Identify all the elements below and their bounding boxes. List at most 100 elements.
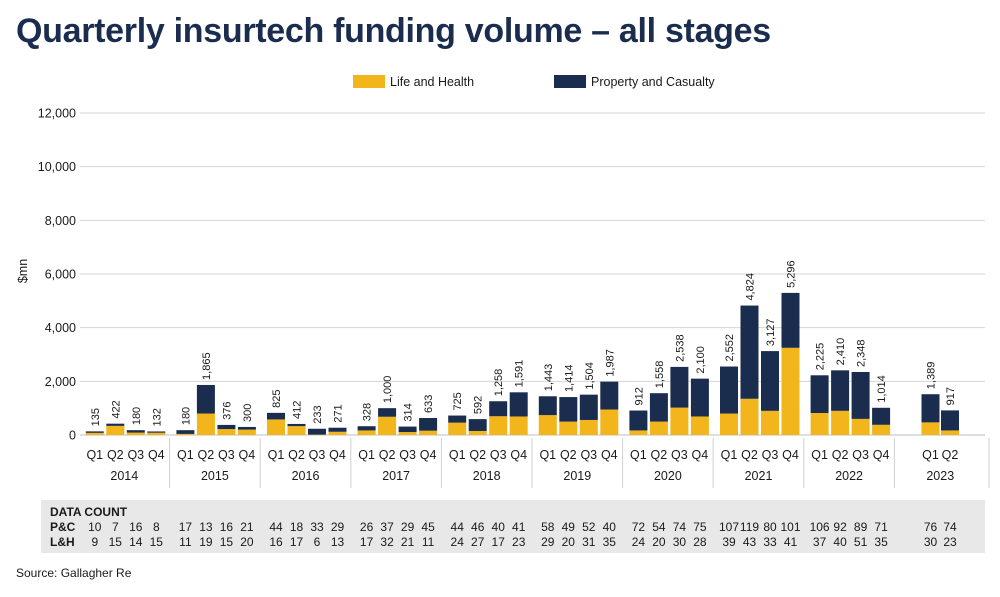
bar-life-health-2023-Q2	[941, 430, 959, 435]
data-count-lh-value: 30	[673, 535, 687, 549]
y-axis-label: $mn	[16, 259, 30, 283]
bar-property-casualty-2014-Q2	[106, 423, 125, 426]
quarter-label: Q1	[811, 448, 828, 462]
bar-total-label: 633	[423, 395, 435, 413]
quarter-label: Q1	[358, 448, 375, 462]
data-count-pc-value: 45	[421, 520, 435, 534]
data-count-lh-value: 27	[471, 535, 485, 549]
bar-life-health-2020-Q4	[690, 416, 709, 435]
quarter-label: Q1	[721, 448, 738, 462]
bar-property-casualty-2015-Q1	[176, 430, 195, 434]
bar-property-casualty-2019-Q2	[559, 397, 578, 422]
bar-total-label: 592	[473, 396, 485, 414]
data-count-pc-value: 49	[562, 520, 576, 534]
data-count-pc-value: 13	[199, 520, 213, 534]
year-label: 2015	[201, 469, 229, 483]
bar-property-casualty-2020-Q2	[649, 393, 668, 422]
bar-property-casualty-2020-Q3	[670, 366, 689, 408]
bar-property-casualty-2015-Q4	[237, 426, 256, 430]
bar-life-health-2015-Q4	[237, 429, 256, 435]
bar-property-casualty-2014-Q3	[126, 430, 145, 433]
bar-property-casualty-2017-Q4	[419, 418, 438, 431]
data-count-pc-value: 72	[632, 520, 646, 534]
data-count-panel	[41, 500, 985, 553]
bar-property-casualty-2015-Q3	[217, 424, 236, 430]
quarter-label: Q2	[560, 448, 577, 462]
bar-property-casualty-2023-Q2	[941, 410, 959, 431]
bar-life-health-2018-Q3	[489, 416, 508, 435]
bar-property-casualty-2015-Q2	[196, 384, 215, 414]
bar-life-health-2017-Q4	[419, 430, 438, 435]
bar-property-casualty-2016-Q3	[308, 428, 326, 435]
data-count-lh-value: 37	[813, 535, 827, 549]
data-count-pc-value: 16	[220, 520, 234, 534]
legend-swatch-life-health	[353, 75, 385, 88]
bar-life-health-2021-Q3	[761, 410, 779, 435]
data-count-row-label: P&C	[50, 520, 76, 534]
data-count-pc-value: 18	[290, 520, 304, 534]
bar-life-health-2016-Q4	[328, 431, 347, 435]
bar-property-casualty-2016-Q2	[287, 423, 306, 427]
bar-life-health-2014-Q4	[147, 432, 166, 435]
data-count-pc-value: 10	[88, 520, 102, 534]
data-count-pc-value: 44	[269, 520, 283, 534]
data-count-pc-value: 37	[380, 520, 394, 534]
bar-total-label: 271	[333, 404, 345, 422]
bar-total-label: 2,552	[724, 334, 736, 362]
bar-property-casualty-2018-Q2	[468, 419, 487, 431]
data-count-lh-value: 20	[652, 535, 666, 549]
bar-property-casualty-2021-Q4	[781, 292, 800, 348]
bar-property-casualty-2017-Q2	[378, 408, 397, 417]
bar-life-health-2015-Q1	[176, 433, 195, 435]
data-count-pc-value: 76	[924, 520, 938, 534]
bar-property-casualty-2018-Q1	[448, 415, 467, 423]
quarter-label: Q1	[922, 448, 939, 462]
bar-life-health-2015-Q2	[196, 413, 215, 435]
quarter-label: Q2	[107, 448, 124, 462]
quarter-label: Q4	[782, 448, 799, 462]
bar-property-casualty-2019-Q1	[538, 396, 557, 416]
data-count-pc-value: 29	[331, 520, 345, 534]
data-count-lh-value: 9	[91, 535, 98, 549]
quarter-label: Q1	[86, 448, 103, 462]
data-count-pc-value: 17	[179, 520, 193, 534]
year-label: 2022	[835, 469, 863, 483]
data-count-lh-value: 16	[269, 535, 283, 549]
bar-total-label: 4,824	[745, 273, 757, 301]
data-count-lh-value: 51	[854, 535, 868, 549]
bar-life-health-2022-Q2	[831, 410, 850, 435]
bar-total-label: 725	[452, 392, 464, 410]
quarter-label: Q2	[651, 448, 668, 462]
y-tick-label: 10,000	[38, 160, 76, 174]
bar-life-health-2017-Q2	[378, 416, 397, 435]
year-label: 2023	[926, 469, 954, 483]
data-count-lh-value: 29	[541, 535, 555, 549]
data-count-pc-value: 33	[310, 520, 324, 534]
bar-total-label: 328	[362, 403, 374, 421]
data-count-lh-value: 17	[492, 535, 506, 549]
bar-property-casualty-2016-Q1	[267, 412, 285, 420]
bar-life-health-2020-Q2	[649, 421, 668, 435]
quarter-label: Q4	[873, 448, 890, 462]
data-count-lh-value: 20	[562, 535, 576, 549]
data-count-lh-value: 14	[129, 535, 143, 549]
bar-life-health-2014-Q1	[85, 432, 104, 435]
quarter-label: Q4	[148, 448, 165, 462]
y-tick-label: 4,000	[45, 321, 76, 335]
data-count-lh-value: 31	[582, 535, 596, 549]
bar-life-health-2021-Q2	[740, 398, 759, 435]
chart-title: Quarterly insurtech funding volume – all…	[16, 12, 771, 50]
quarter-label: Q2	[832, 448, 849, 462]
data-count-pc-value: 119	[740, 520, 759, 534]
quarter-label: Q1	[539, 448, 556, 462]
bar-total-label: 1,987	[604, 349, 616, 377]
bar-total-label: 1,000	[382, 376, 394, 404]
bar-property-casualty-2014-Q1	[85, 431, 104, 433]
bar-life-health-2014-Q2	[106, 425, 125, 435]
year-label: 2019	[563, 469, 591, 483]
bar-life-health-2019-Q4	[600, 409, 619, 435]
bar-property-casualty-2020-Q1	[629, 410, 648, 431]
bar-life-health-2020-Q1	[629, 430, 648, 435]
data-count-pc-value: 8	[153, 520, 160, 534]
bar-total-label: 1,504	[584, 362, 596, 390]
